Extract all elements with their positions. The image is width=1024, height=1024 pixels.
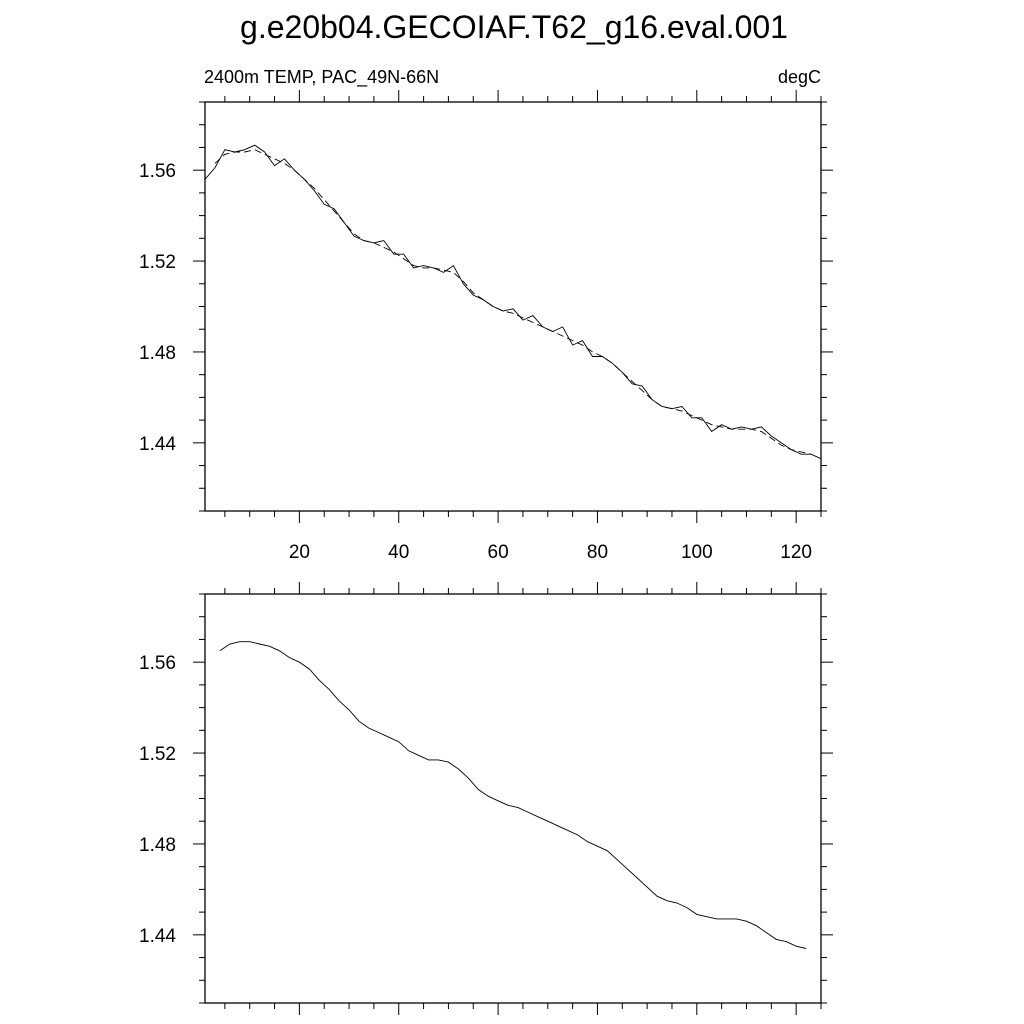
series-line	[219, 641, 807, 949]
y-tick-label: 1.56	[139, 161, 176, 182]
y-tick-label: 1.44	[139, 434, 176, 455]
plot-frame	[204, 101, 822, 512]
figure-title: g.e20b04.GECOIAF.T62_g16.eval.001	[240, 9, 788, 45]
y-tick-label: 1.48	[139, 343, 176, 364]
x-tick-label: 80	[587, 542, 608, 563]
y-tick-label: 1.52	[139, 744, 176, 765]
plot-frame	[204, 593, 822, 1004]
x-tick-label: 40	[388, 542, 409, 563]
y-tick-label: 1.52	[139, 252, 176, 273]
top-panel: 1.44 1.48 1.52 1.56 20 40 60 80 100 120	[139, 90, 833, 563]
units-label: degC	[778, 67, 821, 87]
y-tick-label: 1.56	[139, 653, 176, 674]
variable-region-label: 2400m TEMP, PAC_49N-66N	[204, 67, 439, 88]
smoothed-series-line	[214, 149, 812, 455]
x-tick-label: 20	[289, 542, 310, 563]
series-line	[204, 144, 822, 460]
y-tick-label: 1.44	[139, 926, 176, 947]
bottom-panel: 1.44 1.48 1.52 1.56	[139, 582, 833, 1015]
x-tick-label: 60	[488, 542, 509, 563]
y-tick-label: 1.48	[139, 835, 176, 856]
x-tick-label: 120	[780, 542, 812, 563]
x-tick-label: 100	[681, 542, 713, 563]
